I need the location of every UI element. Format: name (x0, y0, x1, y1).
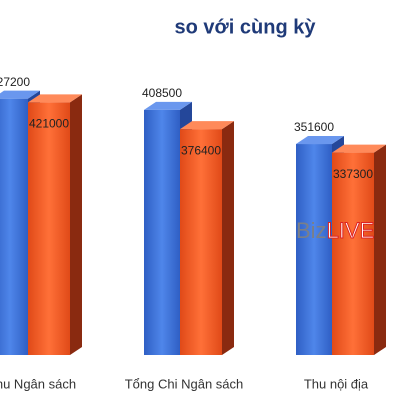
bar-top (332, 144, 386, 153)
bar (28, 94, 82, 356)
bar-top (296, 136, 344, 145)
value-label: 421000 (29, 117, 69, 131)
bar-side (222, 121, 234, 355)
bar-side (374, 144, 386, 355)
value-label: 427200 (0, 75, 30, 89)
bar-front (296, 144, 332, 355)
bar-front (180, 129, 222, 355)
bar-top (0, 90, 40, 99)
bar-top (180, 121, 234, 130)
x-tick-label: Tổng Chi Ngân sách (125, 376, 244, 391)
watermark: BizLIVE (296, 218, 374, 243)
bar-front (0, 98, 28, 356)
bar-front (28, 102, 70, 356)
bar-front (332, 152, 374, 355)
value-label: 408500 (142, 86, 182, 100)
bar (180, 121, 234, 355)
watermark-live: LIVE (327, 218, 375, 243)
chart-title: so với cùng kỳ (175, 16, 317, 38)
x-tick-label: Thu Ngân sách (0, 376, 76, 391)
bar-side (70, 94, 82, 356)
bar-top (144, 101, 192, 110)
value-label: 376400 (181, 143, 221, 157)
bar-front (144, 109, 180, 356)
value-label: 337300 (333, 167, 373, 181)
watermark-biz: Biz (296, 218, 327, 243)
bar (332, 144, 386, 355)
bar-top (28, 94, 82, 103)
x-tick-label: Thu nội địa (304, 376, 369, 391)
value-label: 351600 (294, 120, 334, 134)
